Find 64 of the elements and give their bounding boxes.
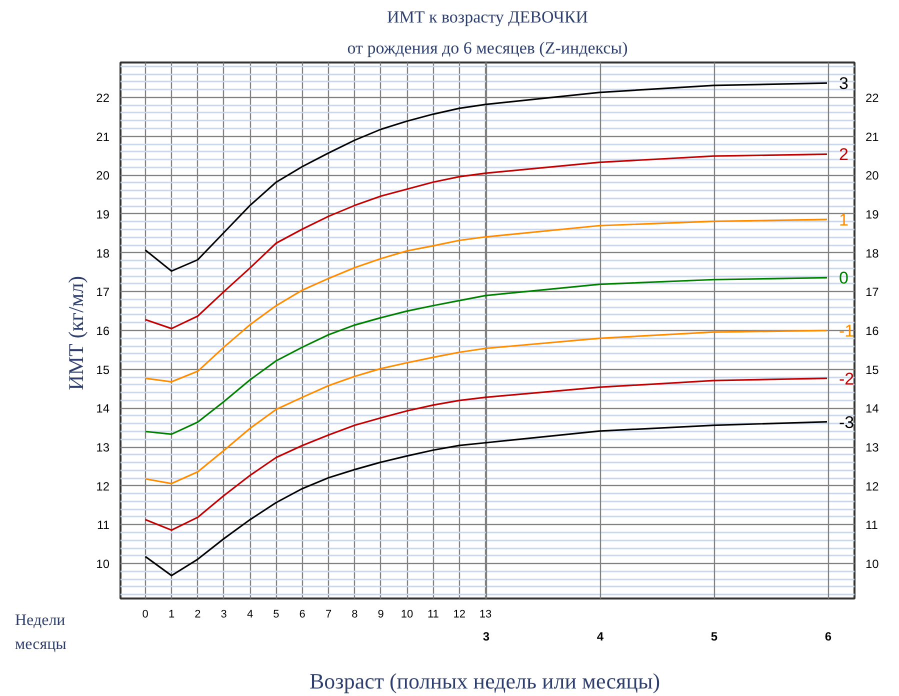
- x-tick-label: 8: [352, 608, 358, 620]
- y-tick-label: 12: [96, 479, 110, 494]
- series-label: 3: [839, 74, 848, 94]
- line-series: [144, 420, 828, 576]
- x-tick-label: 12: [453, 608, 466, 620]
- y-tick-label: 21: [96, 130, 110, 144]
- x-tick-label: 9: [378, 608, 384, 620]
- x-tick-label: 11: [427, 608, 439, 620]
- x-tick-label: 0: [142, 608, 148, 620]
- y-tick-label: 16: [96, 324, 110, 338]
- x-axis-title: Возраст (полных недель или месяцы): [309, 668, 660, 694]
- x-tick-label: 6: [299, 608, 306, 620]
- y2-tick-label: 16: [866, 324, 880, 338]
- y-tick-label: 20: [96, 168, 110, 183]
- y-tick-label: 18: [96, 246, 110, 260]
- series-label: 2: [839, 145, 848, 164]
- y-tick-label: 13: [96, 440, 110, 455]
- y-tick-label: 19: [96, 207, 110, 222]
- y-tick-label: 15: [96, 362, 110, 377]
- y2-tick-label: 11: [866, 518, 878, 532]
- line-series: [144, 377, 828, 531]
- x-tick-label: 7: [325, 608, 332, 620]
- line-series: [144, 276, 828, 436]
- y2-tick-label: 14: [866, 402, 880, 416]
- x-tick-label: 1: [168, 608, 175, 620]
- y2-tick-label: 10: [866, 557, 880, 572]
- y-tick-label: 17: [96, 285, 110, 300]
- chart-title: ИМТ к возрасту ДЕВОЧКИ: [386, 8, 588, 26]
- x-tick-label: 13: [479, 608, 492, 620]
- y2-tick-label: 18: [866, 246, 880, 260]
- y2-tick-label: 20: [866, 168, 880, 183]
- x2-tick-label: 6: [824, 630, 832, 644]
- line-series: [144, 153, 828, 330]
- x-tick-label: 2: [194, 608, 201, 620]
- text: Недели: [15, 611, 66, 631]
- x-tick-label: 10: [400, 608, 414, 620]
- line-series: [144, 330, 828, 484]
- y-tick-label: 10: [96, 557, 110, 572]
- series-label: 1: [839, 210, 848, 230]
- series-label: -3: [839, 412, 854, 432]
- x2-tick-label: 3: [482, 630, 490, 644]
- series-label: 0: [839, 268, 848, 288]
- y2-tick-label: 22: [866, 90, 880, 105]
- y2-tick-label: 21: [866, 130, 880, 144]
- x-tick-label: 3: [220, 608, 227, 620]
- line-series: [144, 218, 828, 383]
- series-label: -1: [839, 322, 854, 340]
- y2-tick-label: 17: [866, 285, 880, 300]
- y2-tick-label: 15: [866, 362, 880, 377]
- x2-tick-label: 4: [596, 630, 604, 644]
- x-tick-label: 5: [273, 608, 280, 620]
- y2-tick-label: 19: [866, 207, 880, 222]
- y-axis-title: ИМТ (кг/мл): [64, 276, 88, 390]
- y2-tick-label: 13: [866, 440, 880, 455]
- y2-tick-label: 12: [866, 479, 880, 494]
- chart-subtitle: от рождения до 6 месяцев (Z-индексы): [347, 38, 628, 58]
- line-series: [144, 82, 828, 272]
- text: месяцы: [15, 635, 66, 655]
- series-label: -2: [839, 369, 854, 388]
- x2-tick-label: 5: [710, 630, 718, 644]
- y-tick-label: 11: [97, 518, 110, 532]
- x-tick-label: 4: [246, 608, 254, 620]
- y-tick-label: 14: [96, 402, 110, 416]
- y-tick-label: 22: [96, 90, 110, 105]
